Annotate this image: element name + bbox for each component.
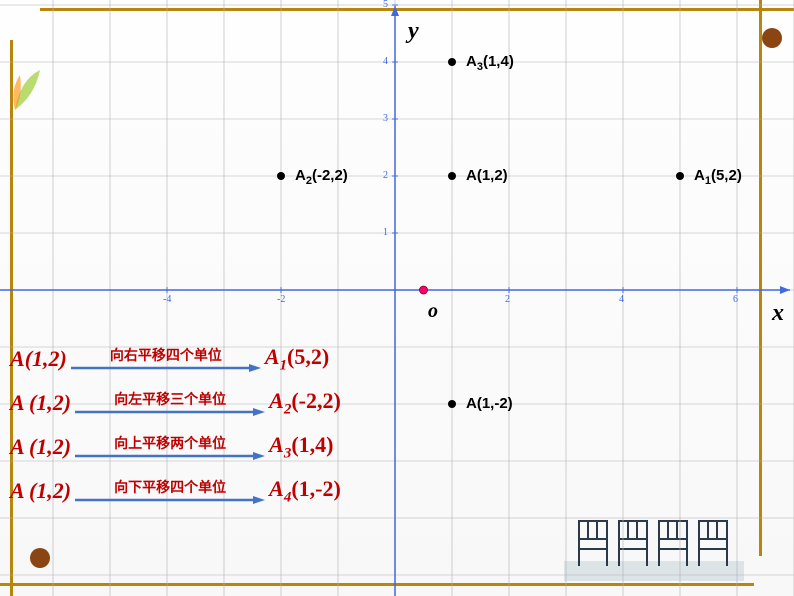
point-label-A1: A1(5,2) [694,167,742,187]
point-label-A: A(1,2) [466,167,508,184]
x-tick-2: 2 [505,294,510,305]
x-tick-4: 4 [619,294,624,305]
x-tick-6: 6 [733,294,738,305]
transform-row-1: A (1,2) 向左平移三个单位 A2(-2,2) [10,384,341,422]
transform-arrow-1: 向左平移三个单位 [75,389,265,417]
transform-text-3: 向下平移四个单位 [114,477,226,497]
transform-text-1: 向左平移三个单位 [114,389,226,409]
transform-dst-3: A4(1,-2) [269,476,341,506]
transform-src-1: A (1,2) [10,390,71,416]
y-tick-5: 5 [383,0,388,10]
transform-row-3: A (1,2) 向下平移四个单位 A4(1,-2) [10,472,341,510]
transform-dst-2: A3(1,4) [269,432,333,462]
transform-row-2: A (1,2) 向上平移两个单位 A3(1,4) [10,428,333,466]
slide: y x o A(1,2) A1(5,2) A2(-2,2) A3(1,4) A(1,-2… [0,0,794,596]
point-label-A2: A2(-2,2) [295,167,348,187]
transform-src-0: A(1,2) [10,346,67,372]
transform-dst-1: A2(-2,2) [269,388,341,418]
transform-arrow-2: 向上平移两个单位 [75,433,265,461]
y-axis-label: y [408,18,419,45]
transform-text-2: 向上平移两个单位 [114,433,226,453]
transform-arrow-0: 向右平移四个单位 [71,345,261,373]
x-tick--4: -4 [163,294,171,305]
transform-text-0: 向右平移四个单位 [110,345,222,365]
transform-src-2: A (1,2) [10,434,71,460]
y-tick-2: 2 [383,170,388,181]
transform-arrow-3: 向下平移四个单位 [75,477,265,505]
origin-label: o [428,300,438,323]
y-tick-3: 3 [383,113,388,124]
point-label-A3: A3(1,4) [466,53,514,73]
y-tick-1: 1 [383,227,388,238]
x-tick--2: -2 [277,294,285,305]
point-label-A4: A(1,-2) [466,395,513,412]
transform-dst-0: A1(5,2) [265,344,329,374]
x-axis-label: x [772,300,784,327]
transform-row-0: A(1,2) 向右平移四个单位 A1(5,2) [10,340,329,378]
y-tick-4: 4 [383,56,388,67]
transform-src-3: A (1,2) [10,478,71,504]
